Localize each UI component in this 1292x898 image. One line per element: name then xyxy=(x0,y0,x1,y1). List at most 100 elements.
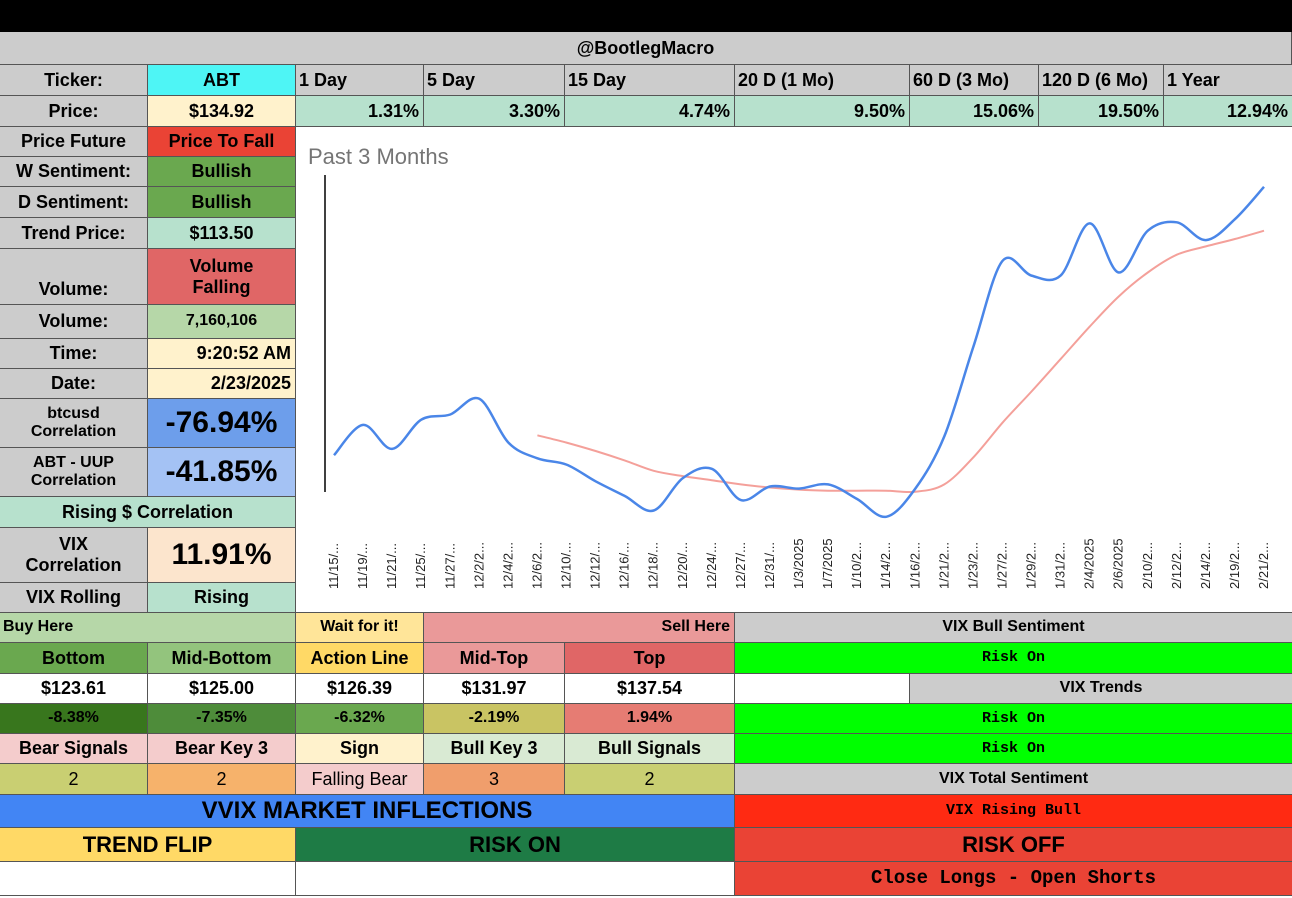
vix-trend-1: Risk On xyxy=(735,704,1292,734)
x-tick-label: 11/19/... xyxy=(355,543,370,589)
bear-signals-header: Bear Signals xyxy=(0,734,148,764)
x-tick-label: 12/16/... xyxy=(617,542,632,589)
time-label: Time: xyxy=(0,339,148,369)
bull-signals-header: Bull Signals xyxy=(565,734,735,764)
time-value: 9:20:52 AM xyxy=(148,339,296,369)
ticker-value[interactable]: ABT xyxy=(148,65,296,96)
vix-bull-sentiment-label: VIX Bull Sentiment xyxy=(735,613,1292,643)
price-future-label: Price Future xyxy=(0,127,148,157)
x-tick-label: 1/31/2... xyxy=(1053,542,1068,589)
change-20d: 9.50% xyxy=(735,96,910,127)
x-tick-label: 2/14/2... xyxy=(1198,542,1213,589)
x-tick-label: 1/10/2... xyxy=(849,542,864,589)
vix-total-sentiment-label: VIX Total Sentiment xyxy=(735,764,1292,795)
change-60d: 15.06% xyxy=(910,96,1039,127)
x-tick-label: 1/29/2... xyxy=(1024,542,1039,589)
d-sentiment-value: Bullish xyxy=(148,187,296,218)
vix-corr-value: 11.91% xyxy=(148,528,296,583)
price-series-line xyxy=(333,185,1265,519)
risk-on-blank xyxy=(296,862,735,896)
uup-corr-value: -41.85% xyxy=(148,448,296,497)
x-tick-label: 1/16/2... xyxy=(907,542,922,589)
mid-bottom-price: $125.00 xyxy=(148,674,296,704)
volume-value: 7,160,106 xyxy=(148,305,296,339)
top-header: Top xyxy=(565,643,735,674)
d-sentiment-label: D Sentiment: xyxy=(0,187,148,218)
period-header-120d: 120 D (6 Mo) xyxy=(1039,65,1164,96)
x-tick-label: 2/19/2... xyxy=(1227,542,1242,589)
rising-corr-label: Rising $ Correlation xyxy=(0,497,296,528)
vix-blank-cell xyxy=(735,674,910,704)
x-tick-label: 1/27/2... xyxy=(994,542,1009,589)
bear-signals-value: 2 xyxy=(0,764,148,795)
w-sentiment-label: W Sentiment: xyxy=(0,157,148,187)
x-tick-label: 2/12/2... xyxy=(1169,542,1184,589)
x-tick-label: 11/27/... xyxy=(442,543,457,589)
trend-price-value: $113.50 xyxy=(148,218,296,249)
change-15d: 4.74% xyxy=(565,96,735,127)
x-tick-label: 12/27/... xyxy=(733,542,748,589)
moving-average-line xyxy=(537,229,1265,494)
buy-here-label: Buy Here xyxy=(0,613,296,643)
change-5d: 3.30% xyxy=(424,96,565,127)
price-label: Price: xyxy=(0,96,148,127)
period-header-20d: 20 D (1 Mo) xyxy=(735,65,910,96)
chart-title: Past 3 Months xyxy=(308,144,449,169)
x-tick-label: 12/31/... xyxy=(762,542,777,589)
x-tick-label: 1/14/2... xyxy=(878,542,893,589)
change-1d: 1.31% xyxy=(296,96,424,127)
x-tick-label: 12/6/2... xyxy=(529,542,544,589)
period-header-15d: 15 Day xyxy=(565,65,735,96)
bull-key3-header: Bull Key 3 xyxy=(424,734,565,764)
top-pct: 1.94% xyxy=(565,704,735,734)
x-tick-label: 11/15/... xyxy=(326,543,341,589)
x-tick-label: 11/25/... xyxy=(413,543,428,589)
x-tick-label: 12/24/... xyxy=(704,542,719,589)
price-chart: Past 3 Months 11/15/... 11/19/... 11/21/..… xyxy=(296,127,1292,613)
change-1y: 12.94% xyxy=(1164,96,1292,127)
x-tick-label: 12/4/2... xyxy=(500,542,515,589)
price-chart-svg: Past 3 Months 11/15/... 11/19/... 11/21/..… xyxy=(308,144,1271,589)
mid-top-pct: -2.19% xyxy=(424,704,565,734)
page-title: @BootlegMacro xyxy=(0,32,1292,65)
x-tick-label: 2/6/2025 xyxy=(1111,538,1126,589)
x-tick-label: 12/20/... xyxy=(675,542,690,589)
volume-trend-label: Volume: xyxy=(0,249,148,305)
sign-value: Falling Bear xyxy=(296,764,424,795)
btc-corr-label: btcusd Correlation xyxy=(0,399,148,448)
top-price: $137.54 xyxy=(565,674,735,704)
uup-corr-label: ABT - UUP Correlation xyxy=(0,448,148,497)
wait-label: Wait for it! xyxy=(296,613,424,643)
bottom-pct: -8.38% xyxy=(0,704,148,734)
mid-top-price: $131.97 xyxy=(424,674,565,704)
mid-bottom-pct: -7.35% xyxy=(148,704,296,734)
vix-rolling-label: VIX Rolling xyxy=(0,583,148,613)
action-line-header: Action Line xyxy=(296,643,424,674)
x-tick-label: 1/7/2025 xyxy=(820,538,835,589)
x-tick-label: 1/21/2... xyxy=(936,542,951,589)
x-tick-label: 2/21/2... xyxy=(1256,542,1271,589)
x-tick-label: 12/12/... xyxy=(588,542,603,589)
trend-flip-blank xyxy=(0,862,296,896)
vvix-title: VVIX MARKET INFLECTIONS xyxy=(0,795,735,828)
x-tick-label: 11/21/... xyxy=(384,543,399,589)
change-120d: 19.50% xyxy=(1039,96,1164,127)
mid-top-header: Mid-Top xyxy=(424,643,565,674)
x-tick-label: 1/3/2025 xyxy=(791,538,806,589)
date-label: Date: xyxy=(0,369,148,399)
risk-on-label: RISK ON xyxy=(296,828,735,862)
trend-flip-label: TREND FLIP xyxy=(0,828,296,862)
sign-header: Sign xyxy=(296,734,424,764)
btc-corr-value: -76.94% xyxy=(148,399,296,448)
bear-key3-value: 2 xyxy=(148,764,296,795)
vix-bull-sentiment-value: Risk On xyxy=(735,643,1292,674)
ticker-label: Ticker: xyxy=(0,65,148,96)
sell-here-label: Sell Here xyxy=(424,613,735,643)
vix-rolling-value: Rising xyxy=(148,583,296,613)
price-future-value: Price To Fall xyxy=(148,127,296,157)
bull-key3-value: 3 xyxy=(424,764,565,795)
price-value: $134.92 xyxy=(148,96,296,127)
action-line-price: $126.39 xyxy=(296,674,424,704)
x-tick-label: 12/18/... xyxy=(646,542,661,589)
trend-price-label: Trend Price: xyxy=(0,218,148,249)
